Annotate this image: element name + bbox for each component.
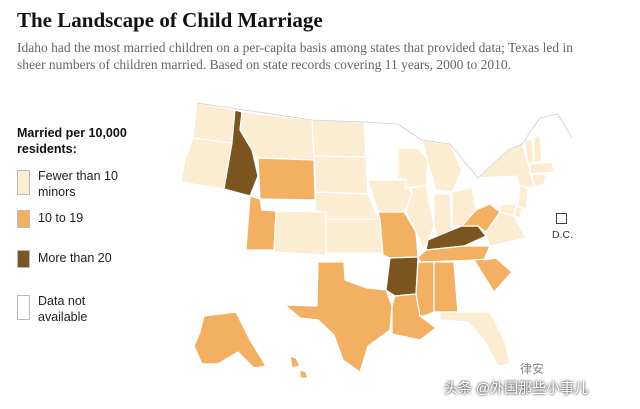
state-hawaii-2 — [299, 369, 309, 379]
state-connecticut — [531, 173, 547, 187]
state-pennsylvania — [469, 175, 521, 203]
state-texas — [284, 261, 393, 373]
legend-item-mid: 10 to 19 — [17, 210, 138, 228]
state-arkansas — [385, 256, 419, 297]
state-florida — [439, 311, 511, 367]
state-georgia — [453, 259, 495, 313]
state-maine — [539, 113, 573, 161]
state-washington — [192, 102, 236, 144]
legend-swatch-na — [17, 295, 30, 320]
state-hawaii — [289, 355, 301, 369]
state-north-dakota — [311, 119, 367, 158]
legend-item-na: Data not available — [17, 293, 138, 325]
dc-label: D.C. — [552, 229, 573, 241]
state-new-hampshire — [533, 135, 543, 163]
state-alaska — [193, 311, 267, 369]
state-colorado — [273, 210, 327, 256]
legend-swatch-low — [17, 170, 30, 195]
map-title: The Landscape of Child Marriage — [17, 8, 323, 32]
state-massachusetts — [529, 161, 555, 175]
state-kansas — [325, 218, 383, 254]
dc-marker — [556, 213, 567, 224]
legend-swatch-high — [17, 250, 30, 268]
state-west-virginia — [461, 203, 501, 233]
watermark-logo: 律安 — [520, 362, 545, 376]
state-new-jersey — [517, 185, 529, 211]
legend-label-high: More than 20 — [38, 251, 112, 265]
state-mississippi — [415, 261, 435, 317]
legend-label-low: Fewer than 10 minors — [38, 169, 118, 199]
legend-item-high: More than 20 — [17, 250, 138, 268]
state-new-mexico — [270, 251, 319, 311]
state-illinois — [405, 185, 435, 251]
state-utah — [245, 195, 277, 251]
legend-label-na: Data not available — [38, 294, 88, 324]
watermark-text: 头条 @外国那些小事儿 — [444, 380, 589, 396]
state-south-dakota — [313, 155, 369, 195]
legend-item-low: Fewer than 10 minors — [17, 168, 138, 200]
map-subtitle: Idaho had the most married children on a… — [17, 40, 573, 72]
state-oregon — [180, 137, 233, 190]
us-states-map — [180, 102, 573, 379]
state-maryland — [499, 203, 517, 217]
legend-swatch-mid — [17, 210, 30, 228]
legend-title: Married per 10,000 residents: — [17, 126, 127, 156]
state-wyoming — [257, 157, 316, 201]
legend-label-mid: 10 to 19 — [38, 211, 84, 225]
map-outline — [196, 102, 573, 179]
legend: Married per 10,000 residents: Fewer than… — [17, 125, 162, 324]
state-iowa — [367, 179, 413, 213]
